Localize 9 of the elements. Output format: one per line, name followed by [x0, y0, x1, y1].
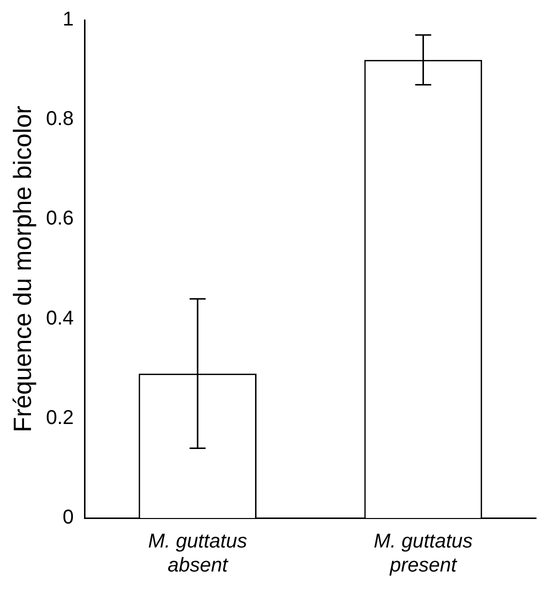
- x-tick-label: M. guttatus absent: [148, 530, 248, 577]
- y-tick-label: 0.6: [46, 208, 74, 230]
- y-tick-label: 0.2: [46, 406, 74, 429]
- x-tick-label: M. guttatus present: [374, 530, 473, 577]
- y-tick-label: 0.8: [46, 108, 74, 130]
- y-tick-label: 0.4: [46, 307, 74, 330]
- y-tick-label: 1: [62, 8, 74, 31]
- y-tick-label: 0: [62, 506, 74, 529]
- y-axis-title: Fréquence du morphe bicolor: [8, 106, 37, 432]
